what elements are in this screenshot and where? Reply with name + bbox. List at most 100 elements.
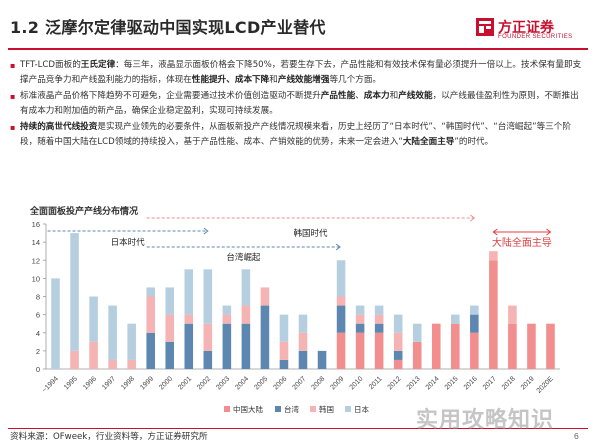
x-tick-label: ~1994 (41, 375, 60, 394)
bullet-list: TFT-LCD面板的王氏定律：每三年，液晶显示面板价格会下降50%，若要生存下去… (10, 58, 584, 150)
x-tick-label: 2017 (482, 375, 498, 391)
bullet-text: ”的时代。 (454, 137, 493, 147)
x-tick-label: 2020E (536, 375, 555, 394)
bar-3-2 (89, 297, 98, 342)
bar-1-15 (337, 306, 346, 333)
bar-3-1 (70, 233, 79, 351)
x-tick-label: 1997 (101, 375, 117, 391)
bar-1-7 (184, 324, 193, 369)
bullet-text: 和 (390, 91, 399, 101)
bar-2-24 (508, 306, 517, 324)
bar-2-7 (184, 315, 193, 324)
bullet-emphasis: 持续的高世代线投资 (20, 122, 97, 132)
bar-1-8 (204, 351, 213, 369)
x-tick-label: 2006 (272, 375, 288, 391)
bar-0-21 (451, 324, 460, 369)
x-tick-label: 2015 (444, 375, 460, 391)
bar-1-18 (394, 351, 403, 360)
bar-3-22 (470, 306, 479, 315)
bar-3-19 (413, 324, 422, 342)
y-tick-label: 2 (36, 347, 40, 356)
bar-3-12 (280, 315, 289, 342)
bar-0-22 (470, 333, 479, 369)
watermark: 实用攻略知识 (416, 402, 554, 434)
bar-2-11 (261, 287, 270, 305)
x-tick-label: 1996 (82, 375, 98, 391)
bar-1-17 (375, 324, 384, 333)
y-tick-label: 10 (32, 274, 40, 283)
founder-logo-icon (476, 18, 494, 36)
x-tick-label: 2000 (158, 375, 174, 391)
bar-3-15 (337, 260, 346, 296)
bullet-emphasis: 性能提升、成本下降 (192, 75, 269, 85)
x-tick-label: 2001 (177, 375, 193, 391)
header-divider (8, 48, 588, 50)
x-tick-label: 2016 (463, 375, 479, 391)
bullet-emphasis: 王氏定律 (81, 60, 115, 70)
x-tick-label: 2008 (310, 375, 326, 391)
legend-label: 中国大陆 (233, 404, 263, 414)
x-tick-label: 2019 (520, 375, 536, 391)
bullet-emphasis: 大陆全面主导 (403, 137, 455, 147)
bar-3-10 (242, 269, 251, 305)
bullet-emphasis: 成本力 (364, 91, 390, 101)
y-tick-label: 6 (36, 311, 40, 320)
legend-swatch-3 (345, 406, 351, 412)
bar-2-12 (280, 342, 289, 360)
y-tick-label: 8 (36, 293, 40, 302)
bar-2-16 (356, 315, 365, 324)
x-tick-label: 1998 (120, 375, 136, 391)
legend-label: 日本 (354, 404, 369, 414)
bar-3-5 (146, 287, 155, 296)
bar-0-16 (356, 333, 365, 369)
legend-label: 韩国 (319, 404, 334, 414)
x-tick-label: 2012 (387, 375, 403, 391)
page-title: 1.2 泛摩尔定律驱动中国实现LCD产业替代 (10, 14, 326, 38)
bar-1-6 (165, 342, 174, 369)
bullet-emphasis: 产品性能 (321, 91, 355, 101)
bar-1-11 (261, 306, 270, 369)
bar-1-9 (223, 324, 232, 369)
bar-0-24 (508, 324, 517, 369)
bar-0-26 (546, 324, 555, 369)
bar-0-23 (489, 260, 498, 369)
x-tick-label: 2003 (215, 375, 231, 391)
x-tick-label: 1999 (139, 375, 155, 391)
x-tick-label: 2011 (368, 375, 384, 391)
legend-swatch-2 (310, 406, 316, 412)
x-tick-label: 2004 (234, 375, 250, 391)
y-tick-label: 12 (32, 256, 40, 265)
y-tick-label: 16 (32, 220, 40, 229)
bar-2-13 (299, 333, 308, 351)
bar-2-17 (375, 315, 384, 324)
x-tick-label: 2014 (425, 375, 441, 391)
source-note: 资料来源：OFweek，行业资料等，方正证券研究所 (10, 430, 208, 442)
bar-2-10 (242, 306, 251, 324)
bar-3-6 (165, 287, 174, 314)
bar-3-8 (204, 269, 213, 323)
bullet-text: 等几个方面。 (329, 75, 381, 85)
bar-1-22 (470, 315, 479, 333)
bar-3-17 (375, 306, 384, 315)
bar-2-8 (204, 324, 213, 351)
bar-2-1 (70, 351, 79, 369)
bullet-emphasis: 产线效能 (398, 91, 432, 101)
bullet-item: 持续的高世代线投资是实现产业领先的必要条件，从面板新投产产线情况规模来看，历史上… (10, 120, 584, 151)
bar-3-3 (108, 306, 117, 360)
page-number: 6 (574, 431, 579, 441)
bar-0-17 (375, 333, 384, 369)
x-tick-label: 2010 (349, 375, 365, 391)
founder-securities-logo: 方正证券 FOUNDER SECURITIES (476, 18, 588, 44)
bullet-text: 和 (269, 75, 278, 85)
bullet-text: 标准液晶产品价格下降趋势不可避免，企业需要通过技术价值创造驱动不断提升 (20, 91, 321, 101)
bar-3-18 (394, 315, 403, 333)
bar-0-18 (394, 360, 403, 369)
bar-3-9 (223, 306, 232, 315)
legend-label: 台湾 (284, 404, 299, 414)
bullet-text: TFT-LCD面板的 (20, 60, 81, 70)
bar-3-21 (451, 315, 460, 324)
annotation-label-1: 韩国时代 (294, 228, 329, 239)
bar-2-3 (108, 360, 117, 369)
header: 1.2 泛摩尔定律驱动中国实现LCD产业替代 方正证券 FOUNDER SECU… (0, 0, 594, 44)
bullet-emphasis: 产线效能增强 (278, 75, 330, 85)
